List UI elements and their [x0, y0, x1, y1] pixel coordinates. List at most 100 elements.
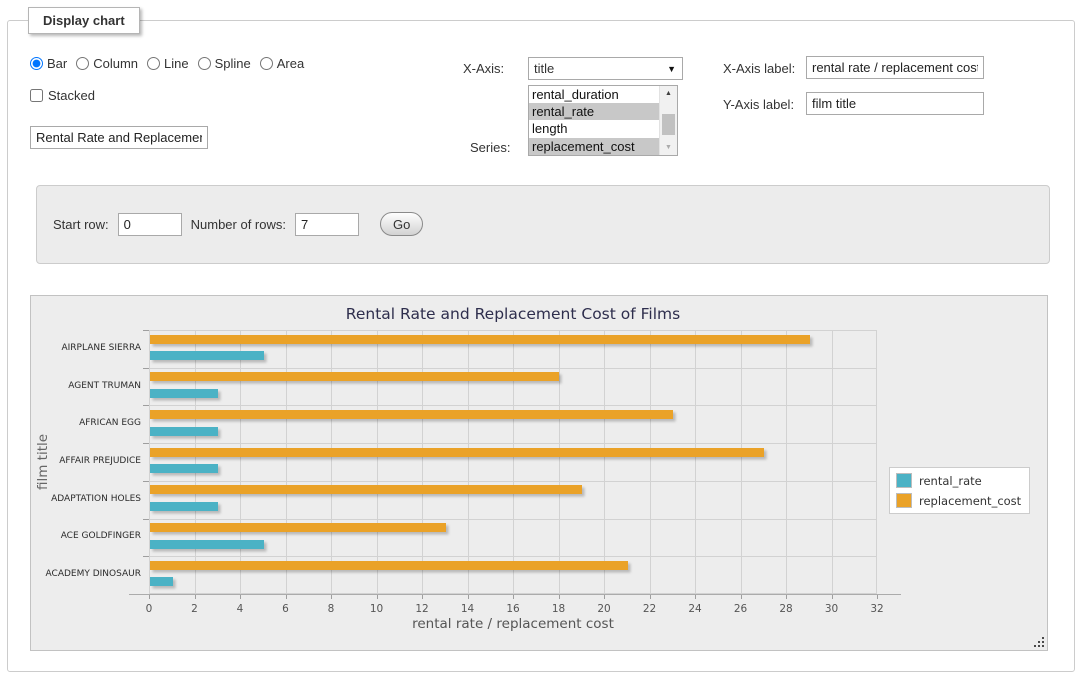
x-tick-label: 0	[132, 603, 166, 615]
chart-type-radiogroup: Bar Column Line Spline Area	[30, 56, 304, 71]
x-tick-label: 26	[724, 603, 758, 615]
series-option-rental_rate[interactable]: rental_rate	[529, 103, 660, 120]
go-button[interactable]: Go	[380, 212, 423, 236]
scrollbar-thumb[interactable]	[662, 114, 675, 135]
x-tick-label: 6	[269, 603, 303, 615]
series-option-replacement_cost[interactable]: replacement_cost	[529, 138, 660, 155]
bar-rental_rate	[150, 577, 173, 586]
series-option-length[interactable]: length	[529, 120, 660, 137]
chart-title: Rental Rate and Replacement Cost of Film…	[149, 305, 877, 323]
chart-container: Rental Rate and Replacement Cost of Film…	[30, 295, 1048, 651]
x-tick-label: 22	[633, 603, 667, 615]
x-tick-label: 24	[678, 603, 712, 615]
series-listbox[interactable]: rental_durationrental_ratelengthreplacem…	[528, 85, 678, 156]
x-tick-label: 8	[314, 603, 348, 615]
bar-replacement_cost	[150, 448, 764, 457]
x-tick-label: 14	[451, 603, 485, 615]
start-row-input[interactable]	[118, 213, 182, 236]
series-scrollbar[interactable]: ▲ ▼	[659, 86, 677, 155]
bar-replacement_cost	[150, 335, 810, 344]
chart-type-option-label: Bar	[47, 56, 67, 71]
chart-type-radio-area[interactable]	[260, 57, 273, 70]
gridline-h	[149, 519, 877, 520]
x-tick-label: 18	[542, 603, 576, 615]
gridline-v	[695, 330, 696, 594]
gridline-h	[149, 443, 877, 444]
rows-panel: Start row: Number of rows: Go	[36, 185, 1050, 264]
x-tick-label: 30	[815, 603, 849, 615]
chart-type-radio-spline[interactable]	[198, 57, 211, 70]
x-tick-label: 28	[769, 603, 803, 615]
series-select-label: Series:	[470, 140, 510, 155]
legend-label: replacement_cost	[919, 494, 1021, 508]
chart-type-option-column[interactable]: Column	[76, 56, 138, 71]
legend-item-rental_rate: rental_rate	[896, 473, 1021, 488]
page: Display chart BarColumnLineSplineArea St…	[0, 0, 1081, 681]
y-axis-label-text: Y-Axis label:	[723, 97, 794, 112]
bar-rental_rate	[150, 464, 218, 473]
y-tick	[143, 405, 149, 406]
resize-handle-icon[interactable]	[1033, 636, 1045, 648]
gridline-h	[149, 556, 877, 557]
gridline-v	[786, 330, 787, 594]
x-axis-select-label: X-Axis:	[463, 61, 504, 76]
category-label: ACADEMY DINOSAUR	[33, 569, 141, 579]
stacked-checkbox[interactable]	[30, 89, 43, 102]
bar-rental_rate	[150, 502, 218, 511]
x-axis-title: rental rate / replacement cost	[149, 616, 877, 632]
x-axis-label-text: X-Axis label:	[723, 61, 795, 76]
chart-type-option-label: Column	[93, 56, 138, 71]
bar-replacement_cost	[150, 561, 628, 570]
y-tick	[143, 519, 149, 520]
start-row-label: Start row:	[53, 217, 109, 232]
stacked-option[interactable]: Stacked	[30, 88, 95, 103]
x-axis-select[interactable]: title ▼	[528, 57, 683, 80]
chart-type-radio-column[interactable]	[76, 57, 89, 70]
series-options: rental_durationrental_ratelengthreplacem…	[529, 86, 660, 155]
category-label: AFFAIR PREJUDICE	[33, 456, 141, 466]
gridline-v	[832, 330, 833, 594]
category-label: ACE GOLDFINGER	[33, 531, 141, 541]
chart-type-radio-bar[interactable]	[30, 57, 43, 70]
gridline-v	[286, 330, 287, 594]
chart-type-radio-line[interactable]	[147, 57, 160, 70]
chart-type-option-line[interactable]: Line	[147, 56, 189, 71]
y-tick	[143, 330, 149, 331]
chart-type-option-spline[interactable]: Spline	[198, 56, 251, 71]
scroll-down-icon[interactable]: ▼	[660, 140, 677, 155]
y-tick	[143, 481, 149, 482]
scroll-up-icon[interactable]: ▲	[660, 86, 677, 101]
chart-type-option-bar[interactable]: Bar	[30, 56, 67, 71]
bar-replacement_cost	[150, 410, 673, 419]
bar-replacement_cost	[150, 523, 446, 532]
y-axis-label-input[interactable]	[806, 92, 984, 115]
y-tick	[143, 368, 149, 369]
chart-legend: rental_rate replacement_cost	[889, 467, 1030, 514]
chart-type-option-area[interactable]: Area	[260, 56, 304, 71]
x-tick-label: 4	[223, 603, 257, 615]
gridline-v	[422, 330, 423, 594]
series-option-rental_duration[interactable]: rental_duration	[529, 86, 660, 103]
rows-panel-controls: Start row: Number of rows: Go	[53, 212, 423, 236]
y-tick	[143, 443, 149, 444]
x-tick-label: 12	[405, 603, 439, 615]
gridline-v	[604, 330, 605, 594]
gridline-v	[741, 330, 742, 594]
chart-title-input[interactable]	[30, 126, 208, 149]
x-tick-label: 16	[496, 603, 530, 615]
num-rows-input[interactable]	[295, 213, 359, 236]
bar-replacement_cost	[150, 485, 582, 494]
x-tick-label: 2	[178, 603, 212, 615]
bar-rental_rate	[150, 351, 264, 360]
gridline-h	[149, 368, 877, 369]
bar-rental_rate	[150, 389, 218, 398]
x-axis-label-input[interactable]	[806, 56, 984, 79]
category-label: AIRPLANE SIERRA	[33, 343, 141, 353]
x-tick-label: 20	[587, 603, 621, 615]
gridline-v	[240, 330, 241, 594]
x-axis-selected-value: title	[534, 61, 554, 76]
category-label: AGENT TRUMAN	[33, 381, 141, 391]
gridline-v	[559, 330, 560, 594]
x-axis-line	[129, 594, 901, 595]
gridline-h	[149, 481, 877, 482]
